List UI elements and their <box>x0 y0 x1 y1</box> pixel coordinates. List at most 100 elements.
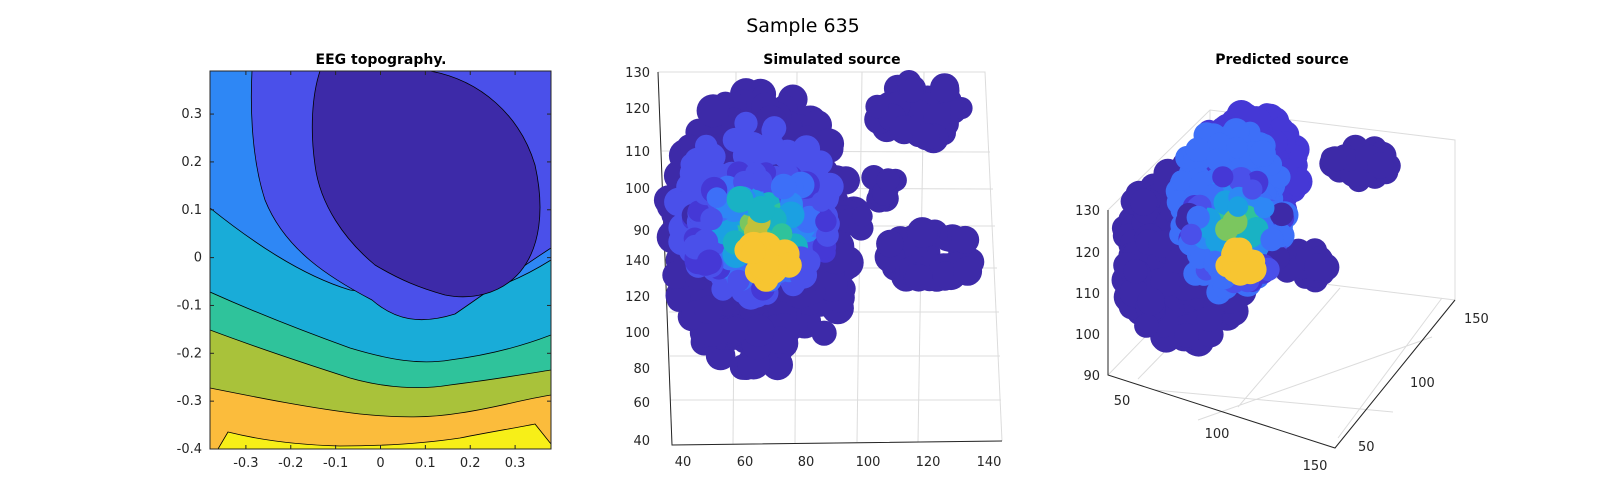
source-point <box>1186 205 1210 229</box>
y-tick-label: 40 <box>633 434 650 449</box>
source-point <box>770 173 797 200</box>
x-tick-label: -0.3 <box>233 456 258 471</box>
source-point <box>694 295 723 324</box>
predicted-source-title: Predicted source <box>1215 52 1348 68</box>
pred-axis-lines <box>1107 210 1456 449</box>
sim-axis-ticks: 90 100 110 120 130 40 60 80 100 120 140 40 60 80 100 12… <box>625 66 1001 470</box>
simulated-source-title: Simulated source <box>763 52 900 68</box>
y-tick-label: 0.2 <box>181 155 202 170</box>
source-point <box>1196 305 1223 332</box>
source-point <box>950 97 973 120</box>
z-tick-label: 90 <box>1083 369 1100 384</box>
y-tick-label: 100 <box>625 326 650 341</box>
x-tick-label: 0.3 <box>505 456 526 471</box>
x-tick-label: 0.2 <box>460 456 481 471</box>
y-tick-label: 140 <box>625 254 650 269</box>
source-point <box>904 264 933 292</box>
source-point <box>1223 237 1248 262</box>
source-point <box>1137 287 1165 316</box>
pred-axis-ticks: 90 100 110 120 130 50 100 150 50 100 150 <box>1075 204 1489 474</box>
source-point <box>1134 313 1159 338</box>
source-point <box>696 249 722 275</box>
source-point <box>1206 148 1230 172</box>
y-tick-label: 0 <box>194 251 202 266</box>
predicted-source-points <box>1111 100 1401 357</box>
source-point <box>889 115 919 145</box>
x-tick-label: 60 <box>737 455 754 470</box>
source-point <box>912 123 941 151</box>
x-tick-label: 100 <box>1205 427 1230 442</box>
source-point <box>772 139 802 169</box>
x-tick-label: 80 <box>798 455 815 470</box>
source-point <box>1174 323 1199 348</box>
figure-title: Sample 635 <box>746 15 860 37</box>
y-tick-label: 150 <box>1464 312 1489 327</box>
source-point <box>1227 196 1249 217</box>
z-tick-label: 120 <box>625 102 650 117</box>
x-tick-label: 150 <box>1303 459 1328 474</box>
y-tick-label: 60 <box>633 396 650 411</box>
z-tick-label: 110 <box>1075 287 1100 302</box>
source-point <box>930 73 960 103</box>
source-point <box>953 256 983 286</box>
eeg-topography-title: EEG topography. <box>316 52 447 68</box>
y-tick-label: 120 <box>625 290 650 305</box>
source-point <box>899 78 924 103</box>
contour-level-1 <box>311 71 541 298</box>
z-tick-label: 130 <box>625 66 650 81</box>
z-tick-label: 110 <box>625 145 650 160</box>
x-tick-label: 40 <box>675 455 692 470</box>
x-tick-label: 100 <box>856 455 881 470</box>
x-tick-label: 50 <box>1114 394 1131 409</box>
source-point <box>1237 259 1263 285</box>
source-point <box>1242 179 1263 200</box>
contour-level-7 <box>210 387 551 449</box>
contour-level-8 <box>217 423 551 449</box>
source-point <box>811 191 832 212</box>
source-point <box>1148 230 1176 258</box>
source-point <box>1130 188 1158 216</box>
y-tick-label: 0.1 <box>181 203 202 218</box>
source-point <box>815 210 837 233</box>
x-tick-label: 120 <box>916 455 941 470</box>
source-point <box>1324 149 1348 172</box>
source-point <box>662 261 690 289</box>
source-point <box>726 186 754 213</box>
y-tick-label: -0.1 <box>177 298 202 313</box>
source-point <box>932 261 960 289</box>
y-tick-label: -0.4 <box>177 442 202 457</box>
panel-predicted-source: Predicted source 90 100 110 120 130 50 100 150 5… <box>1075 52 1489 474</box>
panel-eeg-topography: EEG topography. -0.3 -0.2 -0.1 0 0.1 0.2 0.3-0… <box>177 52 552 471</box>
source-point <box>1123 259 1148 284</box>
source-point <box>851 205 873 227</box>
source-point <box>747 195 775 224</box>
source-point <box>1260 228 1284 252</box>
source-point <box>742 314 775 347</box>
source-point <box>1304 253 1333 281</box>
source-point <box>1150 266 1181 297</box>
x-tick-label: 0 <box>376 456 384 471</box>
source-point <box>1165 248 1190 274</box>
y-tick-label: 80 <box>633 362 650 377</box>
source-point <box>906 217 938 248</box>
source-point <box>696 316 728 347</box>
source-point <box>741 239 766 264</box>
source-point <box>811 320 837 346</box>
source-point <box>720 316 749 345</box>
source-point <box>1170 170 1192 191</box>
z-tick-label: 120 <box>1075 246 1100 261</box>
source-point <box>706 187 728 208</box>
simulated-source-points <box>653 70 985 381</box>
source-point <box>951 225 980 254</box>
source-point <box>684 147 712 175</box>
x-tick-label: -0.1 <box>323 456 348 471</box>
source-point <box>1253 197 1275 219</box>
source-point <box>1226 136 1248 159</box>
source-point <box>727 269 750 292</box>
source-point <box>1215 217 1239 242</box>
source-point <box>876 168 900 192</box>
source-point <box>1180 223 1202 246</box>
y-tick-label: 50 <box>1358 440 1375 455</box>
source-point <box>1367 152 1394 179</box>
z-tick-label: 100 <box>1075 328 1100 343</box>
